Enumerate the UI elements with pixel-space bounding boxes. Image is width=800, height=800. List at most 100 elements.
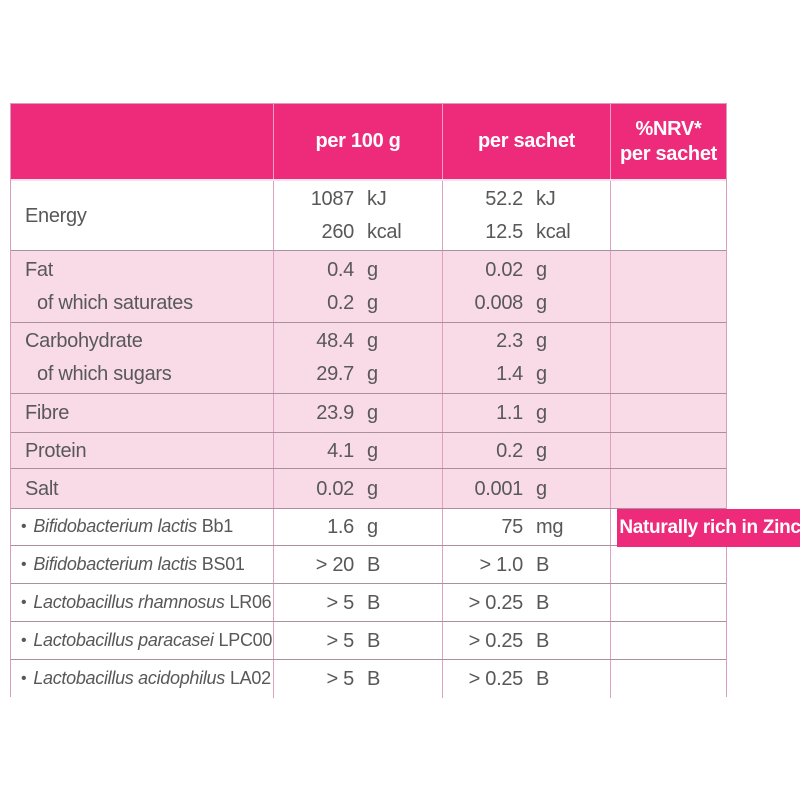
table-row-lactobacillus-lpc00: • Lactobacillus paracasei LPC00 > 5 B > 0.2… (11, 622, 726, 660)
table-row-fat: Fat of which saturates 0.4 g 0.2 g 0.02 g 0… (11, 251, 726, 323)
bullet-icon: • (21, 593, 27, 611)
nutrition-table: per 100 g per sachet %NRV* per sachet En… (10, 103, 800, 698)
strain-code: LA02 (229, 668, 271, 688)
per-100g-cell: > 20 B (274, 546, 443, 583)
per-sachet-cell: 0.2 g (443, 433, 611, 468)
per-100g-cell: > 5 B (274, 622, 443, 659)
strain-code: Bb1 (201, 516, 233, 536)
value-unit: g (367, 258, 378, 281)
per-100g-cell: 1.6 g (274, 509, 443, 545)
value-unit: g (367, 291, 378, 314)
header-label-nrv-line2: per sachet (619, 142, 718, 165)
value-unit: kcal (536, 220, 571, 243)
value-unit: g (367, 402, 378, 424)
value-number: > 5 (326, 668, 355, 690)
header-label-per-sachet: per sachet (477, 130, 576, 152)
table-row-fibre: Fibre 23.9 g 1.1 g (11, 394, 726, 433)
value-number: 1.6 (327, 516, 354, 538)
row-label: Fibre (25, 402, 70, 424)
value-number: 29.7 (316, 363, 354, 385)
table-row-lactobacillus-lr06: • Lactobacillus rhamnosus LR06 > 5 B > 0.25… (11, 584, 726, 622)
nrv-cell (611, 660, 726, 698)
value-unit: B (536, 553, 550, 576)
per-100g-cell: > 5 B (274, 660, 443, 698)
row-label-cell: • Bifidobacterium lactis Bb1 (11, 509, 274, 545)
per-sachet-cell: 1.1 g (443, 394, 611, 432)
value-unit: B (536, 668, 550, 690)
header-cell-per-sachet: per sachet (443, 104, 611, 179)
row-label: • Bifidobacterium lactis Bb1 (11, 515, 273, 539)
row-label: • Bifidobacterium lactis BS01 (11, 553, 273, 577)
value-number: > 20 (315, 553, 355, 576)
row-label-cell: Protein (11, 433, 274, 468)
value-unit: kcal (367, 220, 402, 243)
value-unit: g (367, 363, 378, 385)
row-label-cell: • Lactobacillus paracasei LPC00 (11, 622, 274, 659)
value-unit: g (536, 291, 547, 314)
nrv-cell (611, 622, 726, 659)
table-row-carbohydrate: Carbohydrate of which sugars 48.4 g 29.7 g… (11, 323, 726, 394)
nrv-cell (611, 546, 726, 583)
table-header-row: per 100 g per sachet %NRV* per sachet (11, 104, 726, 181)
nrv-cell (611, 584, 726, 621)
header-cell-per-100g: per 100 g (274, 104, 443, 179)
per-100g-cell: 0.4 g 0.2 g (274, 251, 443, 322)
row-label-cell: • Lactobacillus rhamnosus LR06 (11, 584, 274, 621)
table-row-protein: Protein 4.1 g 0.2 g (11, 433, 726, 469)
value-number: 260 (321, 220, 355, 243)
row-label-cell: Fibre (11, 394, 274, 432)
value-unit: g (536, 363, 547, 385)
header-label-per-100g: per 100 g (315, 130, 401, 152)
strain-code: LR06 (229, 591, 272, 612)
row-sublabel: of which sugars (37, 363, 172, 385)
per-sachet-cell: 0.02 g 0.008 g (443, 251, 611, 322)
species-name: Bifidobacterium lactis (33, 516, 197, 536)
bullet-icon: • (21, 555, 27, 573)
value-unit: g (367, 516, 378, 538)
value-unit: B (367, 629, 381, 652)
value-unit: B (367, 668, 381, 690)
value-unit: B (367, 591, 381, 614)
value-unit: B (536, 629, 550, 652)
value-number: 12.5 (485, 220, 523, 243)
species-name: Lactobacillus rhamnosus (33, 591, 225, 612)
value-unit: B (536, 591, 550, 614)
value-number: 0.2 (327, 291, 354, 314)
value-number: > 0.25 (468, 591, 524, 614)
table-row-salt: Salt 0.02 g 0.001 g (11, 469, 726, 509)
per-sachet-cell: 0.001 g (443, 469, 611, 508)
row-label: • Lactobacillus rhamnosus LR06 (11, 591, 273, 615)
header-cell-empty (11, 104, 274, 179)
per-100g-cell: 23.9 g (274, 394, 443, 432)
row-sublabel: of which saturates (37, 291, 193, 314)
value-number: 2.3 (496, 330, 523, 352)
row-label: • Lactobacillus paracasei LPC00 (11, 629, 273, 653)
value-number: 0.001 (474, 477, 523, 500)
value-unit: kJ (536, 187, 556, 210)
value-unit: g (367, 439, 378, 462)
row-label: Salt (25, 477, 59, 500)
table-row-bifidobacterium-bs01: • Bifidobacterium lactis BS01 > 20 B > 1.0 B (11, 546, 726, 584)
value-unit: g (536, 330, 547, 352)
value-number: 0.008 (474, 291, 523, 314)
value-number: > 5 (326, 591, 355, 614)
per-sachet-cell: > 0.25 B (443, 584, 611, 621)
row-label: Protein (25, 439, 87, 462)
value-number: 1087 (310, 187, 355, 210)
value-number: 0.02 (316, 477, 354, 500)
value-unit: B (367, 553, 381, 576)
value-unit: g (536, 439, 547, 462)
value-number: > 1.0 (479, 553, 523, 576)
zinc-badge: Naturally rich in Zinc (617, 509, 800, 547)
value-number: 23.9 (316, 402, 354, 424)
table-row-energy: Energy 1087 kJ 260 kcal 52.2 kJ 12.5 kcal (11, 181, 726, 251)
table-row-lactobacillus-la02: • Lactobacillus acidophilus LA02 > 5 B > 0.… (11, 660, 726, 698)
per-sachet-cell: > 0.25 B (443, 660, 611, 698)
value-unit: g (367, 330, 378, 352)
row-label: Fat (25, 258, 53, 281)
value-number: 1.4 (496, 363, 523, 385)
per-sachet-cell: 2.3 g 1.4 g (443, 323, 611, 393)
value-unit: kJ (367, 187, 387, 210)
value-unit: g (367, 477, 378, 500)
